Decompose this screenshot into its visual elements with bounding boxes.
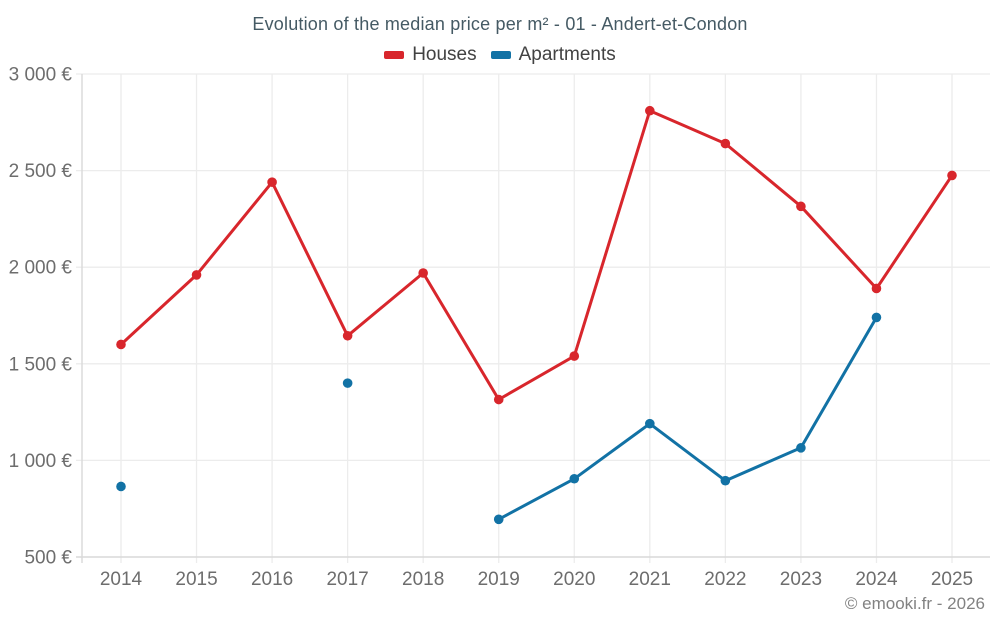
chart-title: Evolution of the median price per m² - 0… [252,14,748,34]
data-point-houses-2024[interactable] [871,283,882,294]
x-axis-label: 2021 [629,569,671,590]
y-axis-label: 500 € [24,548,72,569]
data-point-apartments-2019[interactable] [493,514,504,525]
x-axis-label: 2023 [780,569,822,590]
y-axis-label: 1 500 € [9,354,73,375]
legend-label-houses: Houses [412,44,477,65]
data-point-houses-2023[interactable] [796,201,806,212]
y-axis-label: 2 000 € [9,258,73,279]
data-point-houses-2014[interactable] [116,339,126,350]
x-axis-label: 2019 [478,569,520,590]
data-point-apartments-2021[interactable] [645,418,655,429]
series-line-apartments [497,315,878,521]
y-axis-label: 1 000 € [9,451,73,472]
data-point-houses-2020[interactable] [569,351,580,361]
data-point-houses-2016[interactable] [267,177,277,187]
data-point-houses-2021[interactable] [645,105,655,116]
houses-legend-swatch [384,51,405,59]
legend-item-apartments[interactable]: Apartments [490,44,616,66]
copyright-credit: © emooki.fr - 2026 [844,594,985,613]
x-axis-label: 2018 [402,569,444,590]
data-point-houses-2017[interactable] [342,330,353,341]
legend-label-apartments: Apartments [518,44,616,65]
data-point-apartments-2023[interactable] [796,443,806,453]
x-axis-label: 2025 [931,569,973,590]
legend-item-houses[interactable]: Houses [384,44,477,66]
data-point-apartments-2017[interactable] [342,378,353,388]
x-axis-label: 2014 [100,569,143,590]
chart-legend: Houses Apartments [0,44,1000,66]
data-point-houses-2022[interactable] [720,138,731,149]
data-point-apartments-2024[interactable] [871,312,882,323]
apartments-legend-swatch [490,51,511,59]
y-axis-label: 2 500 € [9,161,73,182]
x-axis-label: 2017 [326,569,368,590]
y-axis-label: 3 000 € [9,65,73,86]
x-axis-label: 2024 [855,569,898,590]
x-axis-label: 2022 [704,569,746,590]
data-point-apartments-2022[interactable] [720,475,731,486]
data-point-houses-2015[interactable] [191,270,202,280]
x-axis-label: 2016 [251,569,293,590]
series-line-houses [119,109,954,401]
x-axis-label: 2020 [553,569,595,590]
data-point-apartments-2014[interactable] [116,481,126,492]
data-point-houses-2019[interactable] [493,394,504,405]
x-axis-label: 2015 [175,569,217,590]
data-point-houses-2018[interactable] [418,268,428,278]
data-point-houses-2025[interactable] [947,170,957,181]
data-point-apartments-2020[interactable] [569,473,580,484]
